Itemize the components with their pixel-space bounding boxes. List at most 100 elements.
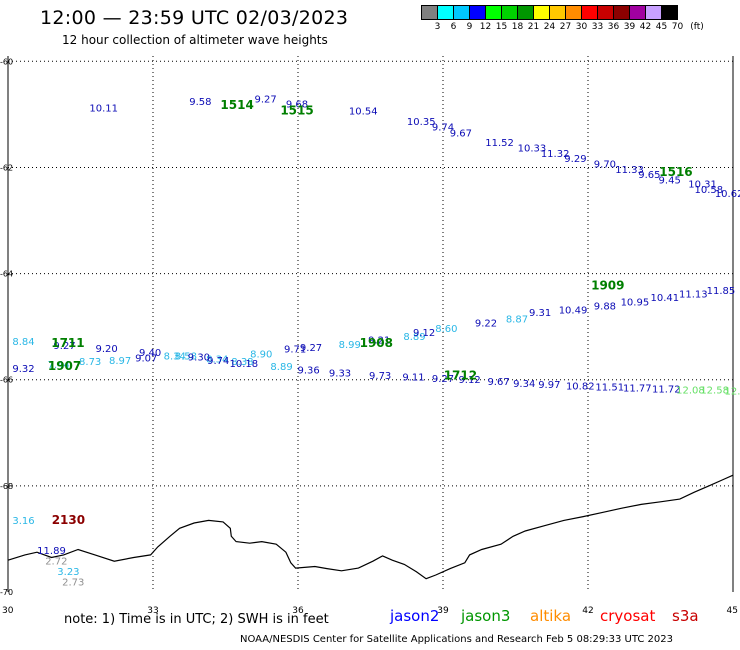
wave-height-label: 12.58 [700,386,729,397]
wave-height-label: 8.60 [435,324,457,335]
lat-tick-label: -70 [0,588,13,597]
wave-height-label: 9.36 [298,365,320,376]
wave-height-label: 8.34 [164,352,186,363]
wave-height-label: 11.13 [679,289,708,300]
wave-height-label: 8.84 [12,337,34,348]
wave-height-label: 10.35 [407,117,436,128]
wave-height-label: 2.72 [45,556,67,567]
wave-height-label: 9.32 [12,364,34,375]
wave-height-label: 9.12 [458,375,480,386]
wave-height-legend: 3 6 9 12 15 18 21 24 27 30 33 36 39 42 45 70 (ft) [421,5,704,34]
wave-height-label: 11.72 [652,384,681,395]
pass-time-labels: 1514 1515 1516 1711 1907 1908 1909 1712 2130 [48,98,693,527]
lat-tick-label: -66 [0,376,13,385]
grid-layer [8,56,733,592]
wave-height-label: 8.90 [250,349,272,360]
wave-height-label: 10.41 [651,293,680,304]
wave-height-label: 8.89 [270,362,292,373]
wave-height-label: 11.32 [541,149,570,160]
pass-time-label: 1909 [591,279,624,293]
wave-height-label: 10.54 [349,106,378,117]
lon-tick-label: 39 [437,606,449,616]
wave-height-label: 9.40 [139,348,161,359]
wave-height-label: 10.11 [89,104,118,115]
legend-label: 39 [623,22,636,32]
wave-height-label: 9.29 [564,154,586,165]
wave-height-label: 9.71 [284,345,306,356]
wave-height-label: 10.18 [230,359,259,370]
wave-height-label: 10.31 [688,180,717,191]
wave-height-label: 9.07 [135,354,157,365]
map-subtitle: 12 hour collection of altimeter wave hei… [62,33,328,47]
wave-height-label: 11.89 [37,546,66,557]
wave-height-label: 8.38 [231,357,253,368]
wave-height-label: 9.20 [95,344,117,355]
legend-label: 15 [495,22,508,32]
wave-height-label: 9.21 [368,336,390,347]
wave-height-label: 9.31 [529,308,551,319]
wave-height-label: 9.27 [300,343,322,354]
wave-height-label: 11.51 [595,382,624,393]
mission-altika: altika [530,607,572,625]
legend-label: 24 [543,22,556,32]
pass-time-label: 1516 [659,165,692,179]
map-frame [7,56,734,592]
wave-height-label: 11.77 [623,383,652,394]
mission-cryosat: cryosat [600,607,656,625]
legend-swatch [661,5,678,20]
coastline [7,474,734,580]
pass-time-label: 1711 [51,336,84,350]
wave-height-label: 8.97 [109,356,131,367]
axis-tick-labels: -60 -62 -64 -66 -68 -70 30 33 36 39 42 45 [0,57,738,616]
wave-height-label: 3.23 [57,567,79,578]
legend-unit: (ft) [690,22,704,32]
mission-s3a: s3a [672,607,699,625]
mission-jason2: jason2 [390,607,440,625]
map-title: 12:00 — 23:59 UTC 02/03/2023 [40,7,349,29]
legend-swatches [421,5,678,20]
wave-height-label: 9.12 [413,328,435,339]
legend-label: 36 [607,22,620,32]
pass-time-label: 1712 [444,369,477,383]
wave-height-label: 10.33 [518,144,547,155]
wave-height-label: 9.67 [450,129,472,140]
wave-height-label: 8.58 [175,352,197,363]
legend-label: 42 [639,22,652,32]
wave-height-label: 12.88 [724,387,740,398]
wave-height-label: 9.45 [659,175,681,186]
legend-label: 12 [479,22,492,32]
lon-tick-label: 42 [582,606,593,616]
legend-label: 6 [450,22,457,32]
pass-time-label: 1908 [360,336,393,350]
wave-height-label: 9.11 [402,372,424,383]
lat-tick-label: -68 [0,482,13,491]
legend-labels: 3 6 9 12 15 18 21 24 27 30 33 36 39 42 45 70 (ft) [421,20,704,34]
wave-height-label: 9.68 [286,99,308,110]
pass-time-label: 2130 [52,513,85,527]
wave-height-label: 9.33 [329,369,351,380]
legend-label: 45 [655,22,668,32]
wave-height-label: 3.16 [12,516,34,527]
pass-time-label: 1514 [220,98,253,112]
legend-label: 3 [434,22,441,32]
wave-height-label: 9.73 [369,371,391,382]
wave-height-label: 8.73 [79,357,101,368]
wave-height-label: 8.87 [506,314,528,325]
legend-label: 18 [511,22,524,32]
lon-tick-label: 33 [147,606,158,616]
wave-height-label: 11.85 [707,286,736,297]
credit-line: NOAA/NESDIS Center for Satellite Applica… [240,634,673,645]
wave-height-label: 12.08 [676,386,705,397]
legend-label: 30 [575,22,588,32]
wave-height-label: 9.34 [513,379,535,390]
wave-height-label: 9.74 [432,122,454,133]
wave-height-label: 9.58 [189,97,211,108]
wave-height-label: 9.67 [487,377,509,388]
lat-tick-label: -64 [0,270,13,279]
coastline-layer [7,474,734,580]
lon-tick-label: 30 [2,606,14,616]
wave-height-label: 11.33 [615,165,644,176]
lat-tick-label: -62 [0,163,13,172]
wave-height-label: 10.58 [695,185,724,196]
